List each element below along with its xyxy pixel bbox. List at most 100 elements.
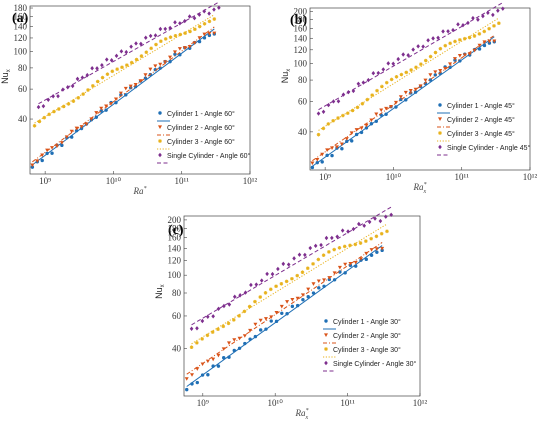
data-point: [205, 359, 210, 364]
y-axis-label: Nux: [154, 284, 166, 299]
data-point: [80, 75, 85, 80]
y-tick-label: 200: [294, 7, 308, 17]
data-point: [109, 102, 114, 106]
data-point: [274, 319, 279, 324]
data-point: [94, 115, 98, 119]
data-point: [253, 299, 257, 304]
data-point: [99, 106, 104, 111]
data-point: [316, 111, 321, 116]
data-point: [467, 52, 472, 56]
data-point: [134, 57, 139, 62]
series-markers: [316, 6, 505, 116]
data-point: [144, 50, 149, 55]
data-point: [362, 223, 367, 228]
data-point: [114, 53, 119, 59]
data-point: [258, 328, 263, 332]
data-point: [281, 261, 286, 267]
data-point: [232, 348, 236, 353]
data-point: [124, 49, 129, 55]
y-tick-label: 200: [168, 215, 182, 225]
x-tick-label: 10¹⁰: [268, 398, 284, 408]
data-point: [381, 67, 386, 72]
data-point: [60, 143, 64, 148]
data-point: [61, 87, 65, 92]
y-tick-label: 160: [294, 23, 308, 33]
data-point: [341, 113, 345, 118]
data-point: [332, 278, 337, 282]
chart-panel-2: (b) 10⁹ 10¹⁰ 10¹¹ 10¹² 40 60 80 100 120 1401601802…: [280, 2, 537, 195]
data-point: [248, 328, 253, 333]
data-point: [148, 67, 153, 72]
data-point: [336, 116, 340, 120]
data-point: [353, 260, 358, 265]
data-point: [76, 96, 81, 100]
data-point: [374, 247, 379, 251]
data-point: [232, 338, 237, 342]
data-point: [265, 271, 269, 277]
data-point: [243, 341, 247, 346]
legend-label: Single Cylinder - Angle 30°: [333, 360, 417, 368]
data-point: [149, 46, 153, 51]
data-point: [341, 92, 346, 97]
data-point: [348, 243, 352, 248]
y-tick-label: 40: [172, 343, 182, 353]
data-point: [100, 75, 105, 80]
data-point: [481, 13, 485, 19]
data-point: [408, 89, 413, 93]
panel-label: (c): [168, 223, 184, 238]
data-point: [433, 50, 438, 55]
data-point: [413, 87, 418, 92]
data-point: [462, 36, 467, 41]
data-point: [322, 278, 327, 282]
data-point: [274, 310, 279, 315]
data-point: [50, 146, 55, 150]
data-point: [178, 53, 182, 57]
data-point: [212, 17, 217, 21]
data-point: [384, 112, 388, 116]
data-point: [343, 262, 348, 267]
data-point: [183, 31, 187, 35]
data-point: [94, 111, 99, 115]
data-point: [202, 9, 207, 14]
data-point: [311, 262, 315, 266]
data-point: [396, 56, 401, 62]
data-point: [443, 43, 448, 48]
data-point: [177, 47, 182, 51]
data-point: [331, 118, 335, 123]
legend-marker: [438, 117, 442, 121]
data-point: [238, 293, 242, 298]
x-tick-label: 10¹¹: [175, 176, 190, 186]
data-point: [339, 142, 344, 147]
data-point: [367, 219, 372, 225]
data-point: [40, 158, 44, 163]
data-point: [59, 141, 64, 145]
legend-entry: Cylinder 2 - Angle 45°: [437, 116, 515, 128]
y-tick-label: 80: [18, 63, 28, 73]
data-point: [168, 55, 173, 60]
data-point: [358, 241, 363, 245]
x-tick-label: 10¹⁰: [386, 172, 402, 182]
data-point: [448, 41, 452, 46]
data-point: [359, 126, 364, 131]
x-tick-label: 10¹⁰: [106, 176, 122, 186]
data-point: [123, 86, 128, 91]
data-point: [217, 5, 221, 10]
data-point: [364, 257, 368, 262]
legend-entry: Single Cylinder - Angle 45°: [437, 144, 531, 156]
data-point: [210, 330, 215, 334]
data-point: [477, 43, 482, 48]
data-point: [118, 91, 123, 96]
data-point: [295, 273, 300, 278]
data-point: [431, 36, 435, 41]
data-point: [115, 67, 119, 71]
data-point: [45, 151, 49, 156]
data-point: [471, 15, 475, 21]
data-point: [216, 306, 221, 311]
data-point: [168, 25, 172, 31]
data-point: [346, 229, 350, 234]
data-point: [79, 125, 84, 129]
data-point: [482, 29, 487, 34]
data-point: [366, 77, 371, 83]
data-point: [360, 101, 365, 106]
